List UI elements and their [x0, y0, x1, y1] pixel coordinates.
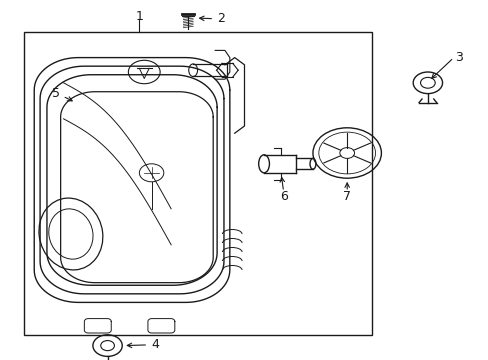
Bar: [24, 32, 371, 335]
Text: 4: 4: [151, 338, 159, 351]
Text: 2: 2: [217, 12, 225, 25]
Text: 3: 3: [454, 51, 462, 64]
Text: 7: 7: [343, 190, 350, 203]
Text: 6: 6: [279, 190, 287, 203]
Text: 5: 5: [52, 87, 60, 100]
Text: 1: 1: [135, 10, 143, 23]
